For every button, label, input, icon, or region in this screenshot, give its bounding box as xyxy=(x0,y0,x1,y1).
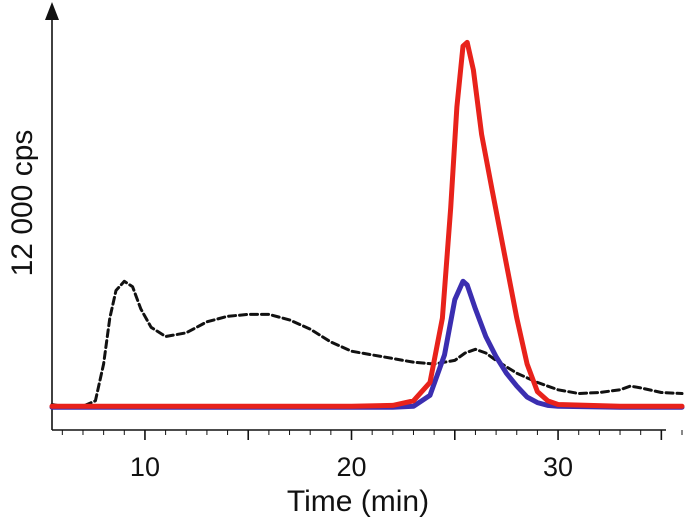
axes xyxy=(45,2,666,431)
series-layer xyxy=(49,39,685,410)
series-line-1 xyxy=(49,278,685,410)
x-tick-label: 30 xyxy=(543,452,573,482)
x-tick-labels: 10 20 30 xyxy=(130,452,573,482)
series-line-0 xyxy=(49,39,685,409)
y-axis-title: 12 000 cps xyxy=(6,130,39,277)
series-line-2 xyxy=(50,279,684,408)
x-tick-label: 20 xyxy=(336,452,366,482)
x-tick-label: 10 xyxy=(130,452,160,482)
x-ticks xyxy=(61,430,683,440)
x-axis-title: Time (min) xyxy=(287,485,429,518)
y-axis-arrow xyxy=(45,2,59,20)
